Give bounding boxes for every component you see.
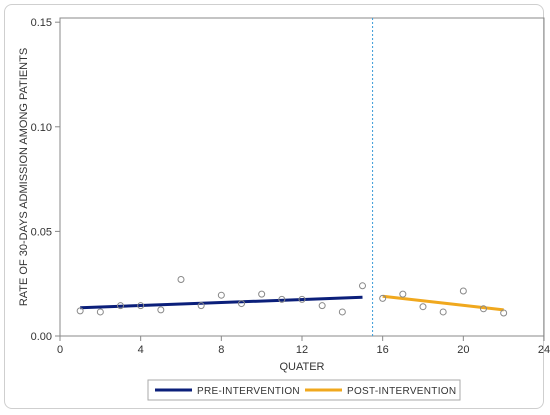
fit-lines: [80, 294, 504, 312]
data-point: [338, 308, 346, 316]
x-tick-label: 24: [538, 344, 550, 356]
data-point: [177, 276, 185, 284]
data-point: [117, 302, 124, 310]
x-tick-label: 12: [296, 344, 308, 356]
data-point: [298, 295, 306, 303]
chart-frame: [4, 4, 544, 409]
data-point: [399, 290, 407, 298]
data-point: [197, 302, 205, 310]
data-point: [258, 290, 266, 298]
y-tick-label: 0.00: [31, 331, 52, 343]
legend-box: [147, 379, 461, 401]
x-tick-label: 16: [377, 344, 389, 356]
data-point: [459, 287, 467, 295]
legend-label-post: POST-INTERVENTION: [347, 386, 456, 397]
y-tick-label: 0.10: [31, 122, 52, 134]
data-point: [96, 308, 104, 316]
y-tick-label: 0.15: [31, 17, 52, 29]
data-point: [419, 303, 427, 311]
data-point: [76, 307, 84, 315]
x-tick-label: 8: [218, 344, 224, 356]
y-axis: 0.00 0.05 0.10 0.15: [31, 17, 60, 343]
x-axis-label: QUATER: [279, 361, 324, 373]
x-tick-label: 0: [57, 344, 63, 356]
data-point: [500, 309, 508, 317]
plot-area: [59, 17, 545, 337]
data-point: [480, 305, 487, 313]
data-point: [217, 291, 225, 299]
y-axis-label: RATE OF 30-DAYS ADMISSION AMONG PATIENTS: [18, 48, 30, 306]
data-point: [238, 300, 245, 308]
y-tick-label: 0.05: [31, 226, 52, 238]
data-point: [359, 282, 366, 290]
data-point: [278, 295, 286, 303]
legend: PRE-INTERVENTION POST-INTERVENTION: [147, 379, 461, 401]
data-point: [439, 308, 447, 316]
data-point: [157, 306, 165, 314]
x-tick-label: 20: [457, 344, 469, 356]
x-axis: 0 4 8 12 16 20 24: [57, 336, 550, 356]
observed-points: [76, 276, 508, 317]
series-line-0: [80, 295, 363, 310]
legend-label-pre: PRE-INTERVENTION: [197, 386, 300, 397]
data-point: [379, 294, 387, 302]
data-point: [137, 302, 145, 310]
series-line-1: [382, 294, 504, 312]
x-tick-label: 4: [138, 344, 144, 356]
data-point: [318, 302, 326, 310]
